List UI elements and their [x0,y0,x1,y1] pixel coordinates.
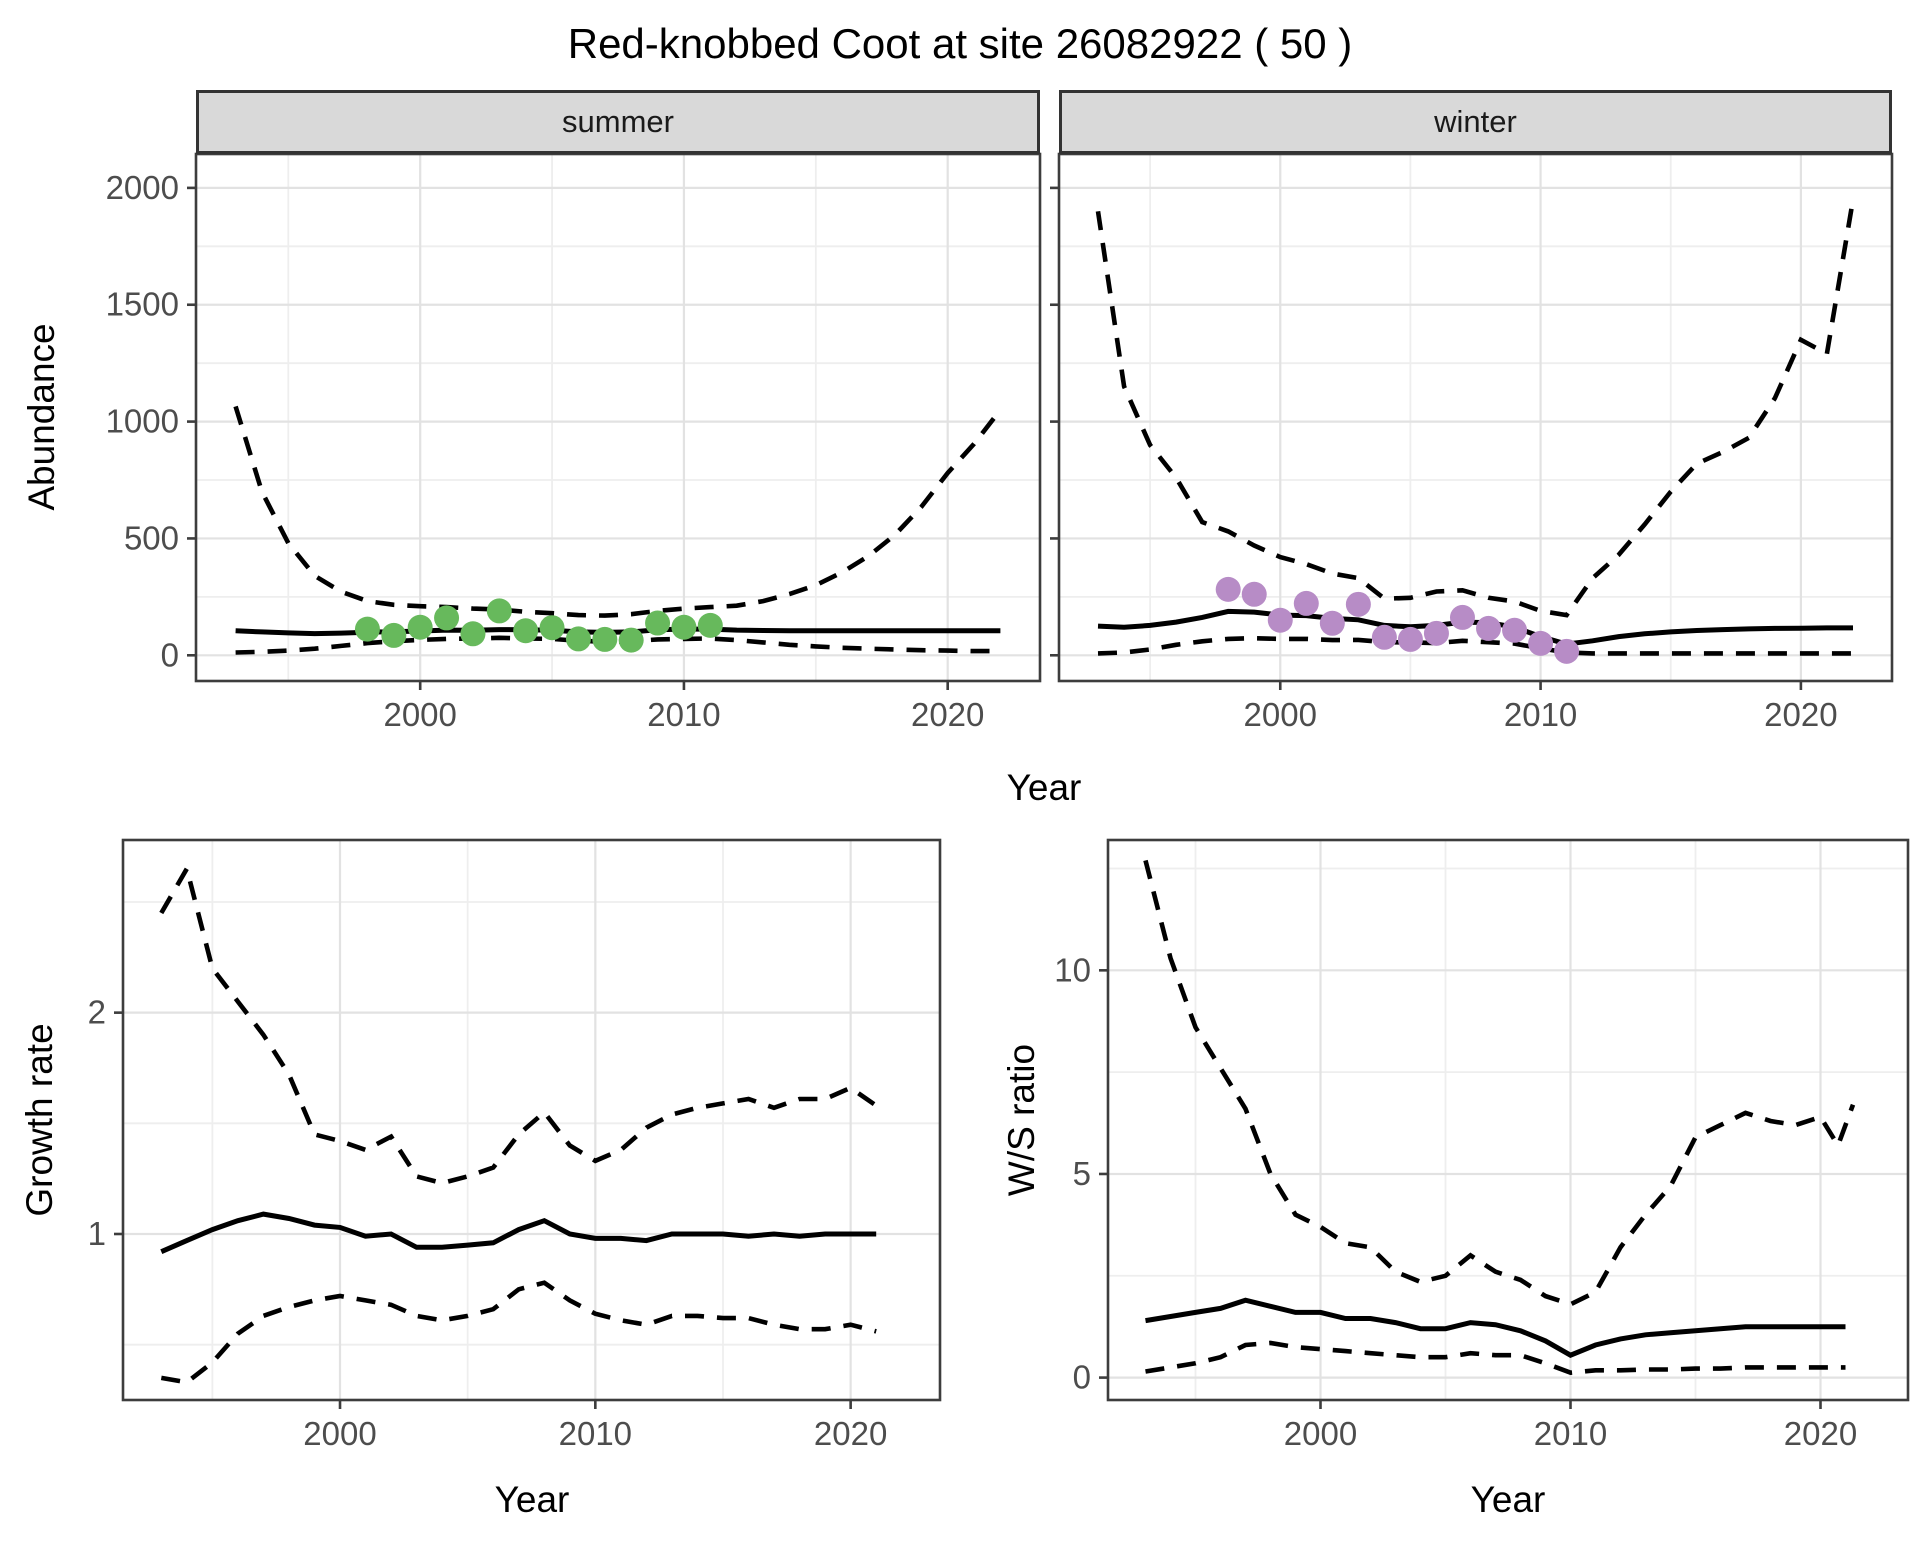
abundance-winter-point [1215,576,1241,602]
facet-strip-winter-label: winter [1434,104,1517,139]
abundance-winter-point [1397,626,1423,652]
panel-growth-rate: 2000 2010 2020 1 2 [88,838,942,1452]
abundance-winter-point [1476,615,1502,641]
growth-rate-upper_ci [159,862,878,1186]
abundance-winter-point [1423,620,1449,646]
abundance-summer-point [460,621,486,647]
panel-border [1057,152,1894,683]
abundance-winter-point [1554,638,1580,664]
x-tick-label: 2000 [383,696,456,733]
abundance-winter-point [1502,617,1528,643]
x-tick-label: 2010 [559,1415,632,1452]
abundance-summer-point [513,618,539,644]
growth-rate-median [160,1211,877,1254]
ws-ratio-median [1145,1297,1846,1358]
abundance-summer-point [381,622,407,648]
abundance-winter-point [1293,590,1319,616]
y-tick-label: 2000 [106,169,179,206]
y-tick-label: 2 [88,994,106,1031]
abundance-summer-point [697,612,723,638]
x-tick-label: 2000 [303,1415,376,1452]
abundance-summer-point [592,626,618,652]
x-axis-title-year-ws: Year [1470,1479,1546,1520]
y-tick-label: 10 [1054,951,1091,988]
panel-abundance-winter: 2000 2010 2020 [1050,152,1894,733]
ws-ratio-upper_ci [1143,859,1856,1307]
abundance-summer-point [354,616,380,642]
ws-ratio-lower_ci [1145,1340,1846,1376]
growth-rate-lower_ci [160,1280,877,1385]
x-axis-title-year-top: Year [1006,767,1082,808]
abundance-winter-point [1345,591,1371,617]
abundance-winter-point [1449,604,1475,630]
panel-border [194,152,1042,683]
abundance-winter-point [1319,610,1345,636]
abundance-summer-point [486,598,512,624]
x-tick-label: 2020 [814,1415,887,1452]
abundance-winter-upper_ci [1095,199,1856,618]
x-tick-label: 2020 [911,696,984,733]
y-tick-label: 1500 [106,286,179,323]
y-axis-title-ws-ratio: W/S ratio [1001,1043,1042,1197]
abundance-winter-point [1267,607,1293,633]
facet-strip-summer-label: summer [562,104,674,139]
x-tick-label: 2010 [647,696,720,733]
plot-title: Red-knobbed Coot at site 26082922 ( 50 ) [567,20,1353,67]
abundance-winter-median [1097,608,1853,647]
y-tick-label: 1000 [106,403,179,440]
x-tick-label: 2000 [1244,696,1317,733]
x-tick-label: 2020 [1784,1415,1857,1452]
y-tick-label: 1 [88,1215,106,1252]
panel-ws-ratio: 2000 2010 2020 0 5 10 [1054,838,1910,1452]
abundance-summer-point [645,610,671,636]
y-tick-label: 0 [161,636,179,673]
abundance-summer-point [565,626,591,652]
y-axis-title-abundance: Abundance [21,323,62,511]
panel-border [1106,838,1910,1402]
x-tick-label: 2010 [1534,1415,1607,1452]
panel-border [121,838,942,1402]
abundance-summer-point [434,605,460,631]
y-tick-label: 0 [1073,1359,1091,1396]
x-tick-label: 2000 [1284,1415,1357,1452]
abundance-summer-point [539,615,565,641]
facet-strip-winter: winter [1059,90,1892,154]
abundance-winter-point [1528,630,1554,656]
x-tick-label: 2020 [1764,696,1837,733]
y-tick-label: 500 [124,519,179,556]
abundance-winter-point [1371,624,1397,650]
panel-abundance-summer: 2000 2010 2020 0 500 1000 1500 2000 [106,152,1042,733]
x-axis-title-year-growth: Year [494,1479,570,1520]
abundance-winter-point [1241,581,1267,607]
facet-strip-summer: summer [196,90,1040,154]
x-tick-label: 2010 [1504,696,1577,733]
y-axis-title-growth-rate: Growth rate [19,1023,60,1217]
y-tick-label: 5 [1073,1155,1091,1192]
abundance-summer-point [618,627,644,653]
abundance-summer-point [671,614,697,640]
abundance-summer-point [407,614,433,640]
